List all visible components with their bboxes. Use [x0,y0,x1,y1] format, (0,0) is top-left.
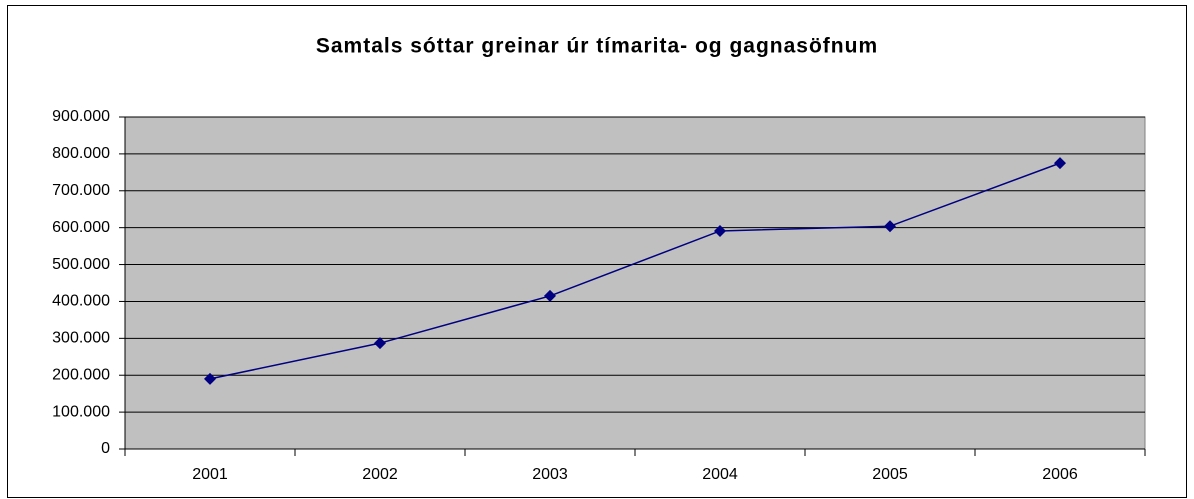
y-tick-label: 500.000 [52,256,110,273]
series-line [209,162,1061,380]
y-tick-label: 400.000 [52,293,110,310]
point-marker [714,224,726,237]
y-tick-label: 200.000 [52,366,110,383]
y-tick-label: 600.000 [52,219,110,236]
y-tick-label: 800.000 [52,145,110,162]
x-tick-label: 2005 [872,466,908,483]
x-tick-label: 2004 [702,466,738,483]
plot-area [124,116,1146,450]
point-marker [374,337,386,350]
x-tick-label: 2003 [532,466,568,483]
x-tick-label: 2006 [1042,466,1078,483]
point-marker [544,289,556,302]
y-tick-label: 0 [101,440,110,457]
x-tick-label: 2002 [362,466,398,483]
chart-title: Samtals sóttar greinar úr tímarita- og g… [316,35,878,58]
point-marker [204,372,216,385]
x-tick-label: 2001 [192,466,228,483]
y-tick-label: 700.000 [52,182,110,199]
y-tick-label: 300.000 [52,330,110,347]
point-marker [1054,157,1066,170]
y-tick-label: 100.000 [52,403,110,420]
y-tick-label: 900.000 [52,108,110,125]
point-marker [884,220,896,233]
